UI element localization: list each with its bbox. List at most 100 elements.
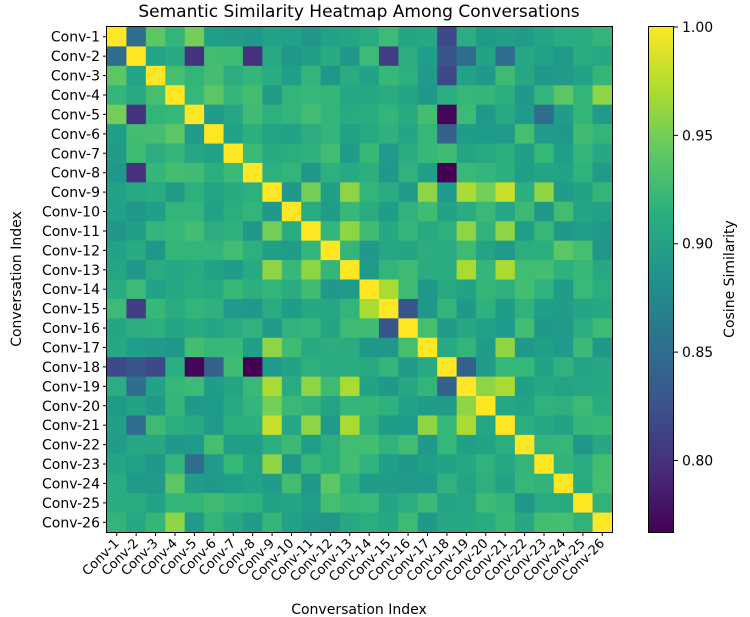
heatmap-cell <box>592 279 613 300</box>
heatmap-cell <box>126 27 147 48</box>
heatmap-cell <box>320 512 341 533</box>
heatmap-cell <box>514 27 535 48</box>
heatmap-cell <box>417 434 438 455</box>
heatmap-cell <box>476 260 497 281</box>
heatmap-cell <box>281 473 302 494</box>
heatmap-cell <box>281 65 302 86</box>
heatmap-cell <box>553 376 574 397</box>
heatmap-cell <box>107 337 128 358</box>
heatmap-cell <box>165 473 186 494</box>
heatmap-cell <box>126 298 147 319</box>
heatmap-cell <box>378 27 399 48</box>
heatmap-cell <box>145 357 166 378</box>
heatmap-cell <box>107 396 128 417</box>
heatmap-cell <box>145 493 166 514</box>
heatmap-cell <box>514 124 535 145</box>
heatmap-cell <box>495 357 516 378</box>
heatmap-cell <box>534 27 555 48</box>
heatmap-cell <box>126 104 147 125</box>
heatmap-cell <box>476 46 497 67</box>
heatmap-cell <box>320 376 341 397</box>
heatmap-cell <box>184 337 205 358</box>
heatmap-cell <box>398 473 419 494</box>
heatmap-cell <box>204 27 225 48</box>
heatmap-cell <box>301 65 322 86</box>
heatmap-cell <box>592 512 613 533</box>
heatmap-cell <box>573 65 594 86</box>
heatmap-cell <box>262 104 283 125</box>
heatmap-cell <box>126 376 147 397</box>
heatmap-cell <box>592 27 613 48</box>
heatmap-cell <box>592 104 613 125</box>
heatmap-cell <box>126 454 147 475</box>
heatmap-cell <box>476 279 497 300</box>
heatmap-cell <box>553 201 574 222</box>
heatmap-cell <box>456 27 477 48</box>
y-tick-label: Conv-18 <box>42 360 100 376</box>
heatmap-cell <box>573 376 594 397</box>
heatmap-cell <box>495 279 516 300</box>
heatmap-cell <box>145 201 166 222</box>
heatmap-cell <box>204 85 225 106</box>
heatmap-cell <box>165 357 186 378</box>
heatmap-cell <box>553 493 574 514</box>
heatmap-cell <box>495 104 516 125</box>
heatmap-cell <box>417 182 438 203</box>
heatmap-cell <box>534 298 555 319</box>
heatmap-cell <box>456 396 477 417</box>
heatmap-cell <box>223 221 244 242</box>
heatmap-cell <box>573 221 594 242</box>
heatmap-cell <box>495 201 516 222</box>
heatmap-cell <box>359 85 380 106</box>
heatmap-cell <box>281 46 302 67</box>
heatmap-cell <box>437 27 458 48</box>
heatmap-cell <box>107 493 128 514</box>
heatmap-cell <box>262 337 283 358</box>
heatmap-cell <box>514 143 535 164</box>
heatmap-cell <box>573 162 594 183</box>
heatmap-cell <box>340 85 361 106</box>
heatmap-cell <box>476 104 497 125</box>
heatmap-cell <box>204 279 225 300</box>
heatmap-cell <box>301 46 322 67</box>
heatmap-cell <box>514 473 535 494</box>
heatmap-cell <box>417 318 438 339</box>
heatmap-cell <box>495 337 516 358</box>
heatmap-cell <box>145 298 166 319</box>
heatmap-cell <box>514 182 535 203</box>
heatmap-cell <box>320 221 341 242</box>
heatmap-cell <box>398 396 419 417</box>
heatmap-cell <box>281 493 302 514</box>
heatmap-cell <box>184 454 205 475</box>
heatmap-cell <box>281 454 302 475</box>
heatmap-cell <box>165 143 186 164</box>
heatmap-cell <box>340 298 361 319</box>
heatmap-cell <box>262 221 283 242</box>
heatmap-cell <box>417 162 438 183</box>
heatmap-cell <box>495 318 516 339</box>
heatmap-cell <box>145 104 166 125</box>
heatmap-cell <box>320 124 341 145</box>
heatmap-cell <box>476 298 497 319</box>
heatmap-cell <box>223 318 244 339</box>
heatmap-cell <box>573 27 594 48</box>
heatmap-cell <box>165 85 186 106</box>
heatmap-cell <box>301 298 322 319</box>
heatmap-cell <box>340 162 361 183</box>
heatmap-cell <box>340 104 361 125</box>
heatmap-cell <box>592 201 613 222</box>
heatmap-cell <box>223 454 244 475</box>
heatmap-cell <box>437 124 458 145</box>
heatmap-cell <box>242 279 263 300</box>
heatmap-cell <box>417 337 438 358</box>
heatmap-cell <box>437 357 458 378</box>
heatmap-cell <box>359 454 380 475</box>
heatmap-cell <box>437 512 458 533</box>
heatmap-cell <box>553 27 574 48</box>
heatmap-cell <box>223 337 244 358</box>
heatmap-cell <box>456 454 477 475</box>
colorbar-tick-label: 1.00 <box>682 20 713 36</box>
heatmap-cell <box>262 415 283 436</box>
heatmap-cell <box>126 65 147 86</box>
heatmap-cell <box>204 143 225 164</box>
